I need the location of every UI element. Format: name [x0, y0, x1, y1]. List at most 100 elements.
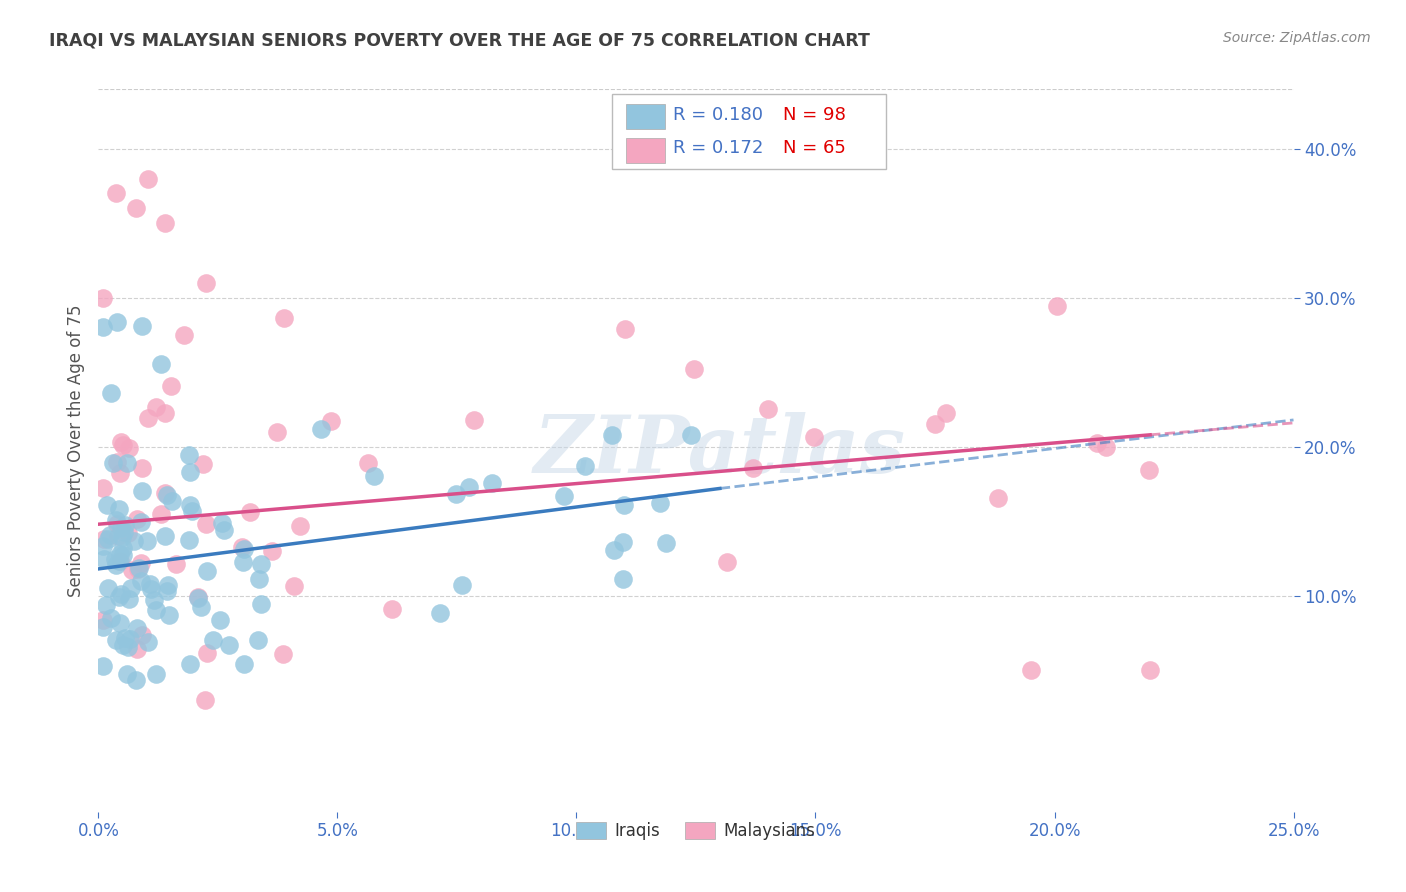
Point: [124, 673, 146, 688]
Point: [481, 475, 503, 490]
Point: [309, 422, 332, 436]
Point: [118, 441, 141, 455]
Point: [357, 456, 380, 470]
Point: [149, 358, 172, 372]
Point: [231, 540, 253, 554]
Point: [160, 379, 183, 393]
Point: [160, 494, 183, 508]
Point: [114, 632, 136, 646]
Point: [108, 554, 131, 568]
Point: [110, 616, 132, 631]
Point: [136, 635, 159, 649]
Point: [1046, 299, 1069, 313]
Point: [209, 613, 232, 627]
Point: [110, 521, 132, 535]
Point: [104, 552, 127, 566]
Point: [101, 456, 124, 470]
Point: [173, 328, 195, 343]
Point: [108, 547, 131, 561]
Point: [319, 413, 342, 427]
Point: [107, 501, 129, 516]
Point: [156, 583, 179, 598]
Point: [131, 484, 153, 499]
Point: [212, 523, 235, 537]
Point: [574, 458, 596, 473]
Point: [233, 657, 256, 671]
Point: [111, 541, 134, 555]
Point: [194, 516, 217, 531]
Point: [1094, 440, 1116, 454]
Point: [239, 506, 262, 520]
Point: [179, 465, 201, 479]
Point: [156, 578, 179, 592]
Point: [987, 491, 1010, 505]
Point: [150, 507, 173, 521]
Point: [136, 533, 159, 548]
Point: [110, 587, 132, 601]
Point: [97, 581, 120, 595]
Point: [107, 455, 129, 469]
Point: [612, 572, 634, 586]
Point: [155, 216, 177, 230]
Point: [177, 448, 200, 462]
Point: [91, 320, 114, 334]
Point: [612, 534, 634, 549]
Point: [1019, 663, 1042, 677]
Point: [288, 519, 311, 533]
Point: [111, 530, 134, 544]
Point: [155, 488, 177, 502]
Point: [232, 555, 254, 569]
Point: [247, 573, 270, 587]
Point: [125, 202, 148, 216]
Point: [122, 533, 145, 548]
Text: R = 0.180: R = 0.180: [673, 106, 763, 124]
Point: [1139, 663, 1161, 677]
Point: [187, 591, 209, 605]
Point: [195, 646, 218, 660]
Point: [91, 613, 114, 627]
Point: [190, 600, 212, 615]
Point: [233, 541, 256, 556]
Y-axis label: Seniors Poverty Over the Age of 75: Seniors Poverty Over the Age of 75: [66, 304, 84, 597]
Point: [157, 608, 180, 623]
Point: [458, 480, 481, 494]
Point: [155, 528, 177, 542]
Point: [444, 486, 467, 500]
Point: [91, 539, 114, 553]
Point: [155, 406, 177, 420]
Point: [105, 186, 128, 201]
Text: N = 98: N = 98: [783, 106, 846, 124]
Point: [181, 504, 204, 518]
Point: [139, 576, 162, 591]
Point: [108, 554, 131, 568]
Point: [195, 564, 218, 578]
Point: [679, 427, 702, 442]
Text: R = 0.172: R = 0.172: [673, 139, 763, 157]
Point: [145, 667, 167, 681]
Point: [935, 405, 957, 419]
Point: [115, 456, 138, 470]
Point: [283, 579, 305, 593]
Point: [112, 524, 135, 539]
Point: [104, 558, 127, 573]
Point: [91, 658, 114, 673]
Point: [120, 581, 142, 595]
Point: [105, 513, 128, 527]
Point: [650, 496, 672, 510]
Point: [682, 362, 704, 376]
Point: [177, 533, 200, 548]
Point: [1085, 435, 1108, 450]
Point: [125, 641, 148, 656]
Point: [141, 582, 163, 597]
Point: [260, 544, 283, 558]
Point: [145, 603, 167, 617]
Point: [381, 602, 404, 616]
Point: [155, 486, 177, 500]
Point: [136, 411, 159, 425]
Point: [105, 633, 128, 648]
Point: [100, 386, 122, 401]
Point: [93, 532, 115, 546]
Point: [143, 593, 166, 607]
Point: [266, 425, 288, 440]
Point: [179, 657, 201, 671]
